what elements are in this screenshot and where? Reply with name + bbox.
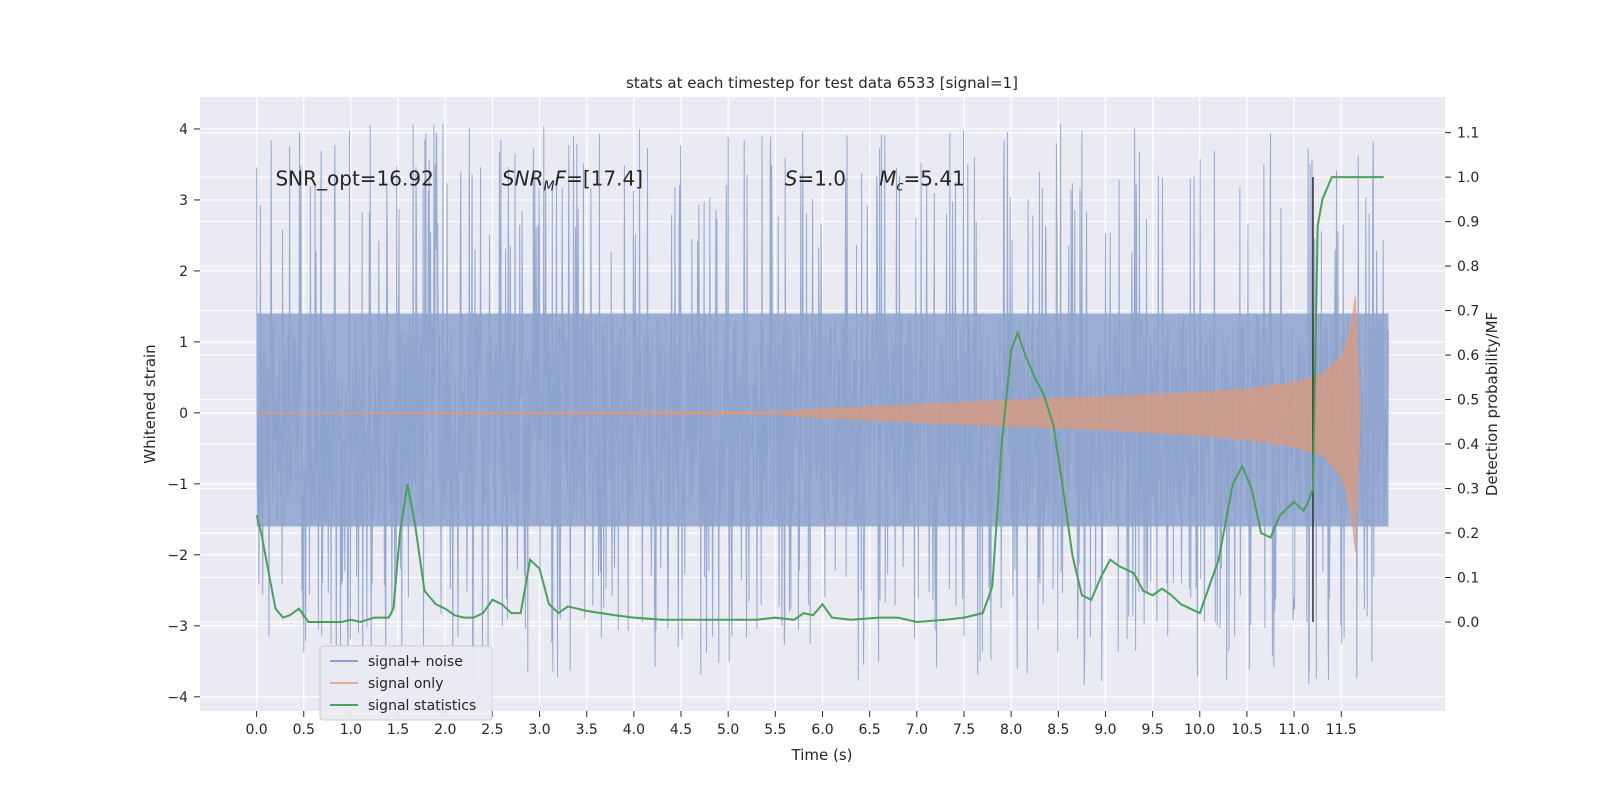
y-axis-right: 1.1 1.0 0.9 0.8 0.7 0.6 0.5 0.4 0.3 0.2 0.1 0.0 bbox=[1445, 126, 1479, 631]
x-tick-label: 1.5 bbox=[387, 722, 409, 738]
x-tick-label: 6.5 bbox=[859, 722, 881, 738]
x-tick-label: 6.0 bbox=[811, 722, 833, 738]
y2-tick-label: 0.0 bbox=[1457, 615, 1479, 631]
stats-line bbox=[255, 176, 1384, 624]
y-tick-label: 3 bbox=[179, 193, 188, 209]
x-tick-label: 3.5 bbox=[576, 722, 598, 738]
legend: signal+ noise signal only signal statistic… bbox=[319, 645, 493, 721]
y2-tick-label: 0.7 bbox=[1457, 304, 1479, 320]
series-signal-statistics bbox=[255, 176, 1384, 624]
y-tick-label: 4 bbox=[179, 122, 188, 138]
y-tick-label: 1 bbox=[179, 335, 188, 351]
annotation-spin: S=1.0 bbox=[785, 167, 846, 191]
noise-trace bbox=[256, 123, 1389, 686]
legend-label: signal+ noise bbox=[368, 654, 463, 670]
x-tick-label: 0.0 bbox=[245, 722, 267, 738]
y-axis-left: 4 3 2 1 0 −1 −2 −3 −4 bbox=[167, 122, 200, 706]
x-tick-label: 4.5 bbox=[670, 722, 692, 738]
annotation-snr-opt: SNR_opt=16.92 bbox=[275, 167, 433, 191]
y-axis-title: Whitened strain bbox=[141, 344, 159, 463]
x-axis: 0.0 0.5 1.0 1.5 2.0 2.5 3.0 3.5 4.0 4.5 5.0 5.5 6.0 6… bbox=[245, 711, 1357, 738]
x-tick-label: 9.5 bbox=[1141, 722, 1163, 738]
y2-axis-title: Detection probability/MF bbox=[1483, 312, 1501, 496]
y-tick-label: −4 bbox=[167, 690, 188, 706]
y-tick-label: −3 bbox=[167, 619, 188, 635]
y2-tick-label: 0.9 bbox=[1457, 215, 1479, 231]
y2-tick-label: 0.3 bbox=[1457, 482, 1479, 498]
y2-tick-label: 0.5 bbox=[1457, 393, 1479, 409]
x-tick-label: 4.0 bbox=[623, 722, 645, 738]
y2-tick-label: 1.0 bbox=[1457, 170, 1479, 186]
x-tick-label: 2.5 bbox=[481, 722, 503, 738]
y-tick-label: −2 bbox=[167, 548, 188, 564]
x-tick-label: 10.0 bbox=[1184, 722, 1215, 738]
x-tick-label: 9.0 bbox=[1094, 722, 1116, 738]
x-tick-label: 7.0 bbox=[906, 722, 928, 738]
x-tick-label: 5.5 bbox=[764, 722, 786, 738]
y2-tick-label: 0.4 bbox=[1457, 437, 1479, 453]
y2-tick-label: 1.1 bbox=[1457, 126, 1479, 142]
y-tick-label: 2 bbox=[179, 264, 188, 280]
x-tick-label: 11.5 bbox=[1326, 722, 1357, 738]
y2-tick-label: 0.2 bbox=[1457, 526, 1479, 542]
y-tick-label: −1 bbox=[167, 477, 188, 493]
y-tick-label: 0 bbox=[179, 406, 188, 422]
x-tick-label: 1.0 bbox=[340, 722, 362, 738]
x-tick-label: 8.0 bbox=[1000, 722, 1022, 738]
x-axis-title: Time (s) bbox=[791, 746, 853, 764]
annotation-snr-mf: SNRMF=[17.4] bbox=[502, 167, 643, 195]
x-tick-label: 8.5 bbox=[1047, 722, 1069, 738]
y2-tick-label: 0.6 bbox=[1457, 348, 1479, 364]
x-tick-label: 3.0 bbox=[528, 722, 550, 738]
series-signal-only bbox=[256, 295, 1361, 552]
x-tick-label: 7.5 bbox=[953, 722, 975, 738]
x-tick-label: 10.5 bbox=[1231, 722, 1262, 738]
chart-title: stats at each timestep for test data 653… bbox=[626, 74, 1018, 92]
legend-box bbox=[319, 645, 493, 721]
y2-tick-label: 0.8 bbox=[1457, 259, 1479, 275]
x-tick-label: 2.0 bbox=[434, 722, 456, 738]
x-tick-label: 11.0 bbox=[1279, 722, 1310, 738]
x-tick-label: 0.5 bbox=[293, 722, 315, 738]
y2-tick-label: 0.1 bbox=[1457, 571, 1479, 587]
signal-envelope bbox=[256, 295, 1361, 552]
legend-label: signal statistics bbox=[368, 698, 476, 714]
annotation-chirp-mass: Mc=5.41 bbox=[879, 167, 965, 195]
legend-label: signal only bbox=[368, 676, 443, 692]
x-tick-label: 5.0 bbox=[717, 722, 739, 738]
annotations: SNR_opt=16.92 SNRMF=[17.4] S=1.0 Mc=5.41 bbox=[275, 167, 964, 195]
